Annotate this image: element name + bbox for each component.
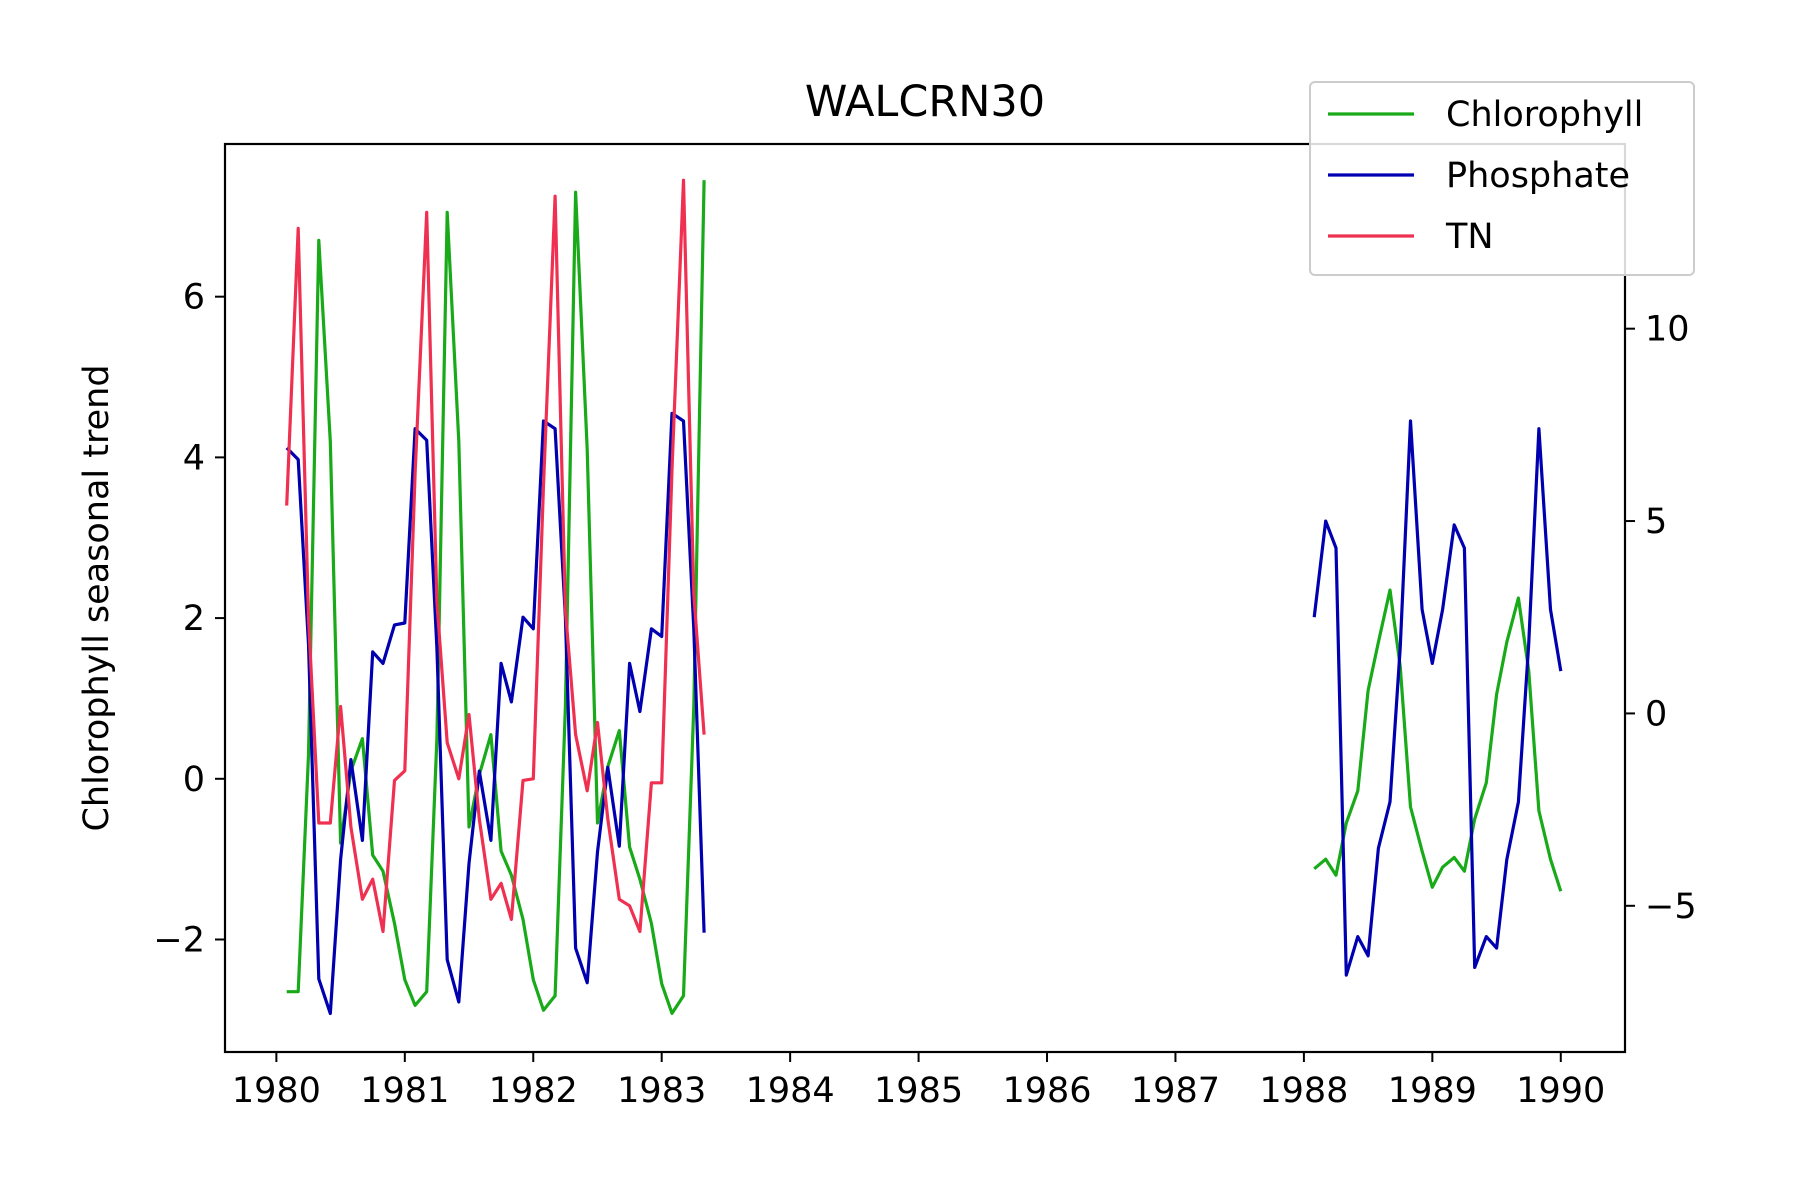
y-left-tick-label: −2 bbox=[153, 921, 205, 961]
series-line-tn-segment-1 bbox=[285, 178, 706, 934]
x-tick-label: 1986 bbox=[1002, 1071, 1091, 1111]
y-left-tick-label: 2 bbox=[183, 599, 205, 639]
x-tick-label: 1990 bbox=[1516, 1071, 1605, 1111]
y-right-tick-label: 10 bbox=[1645, 310, 1690, 350]
x-tick-label: 1983 bbox=[617, 1071, 706, 1111]
legend-box bbox=[1309, 81, 1695, 276]
series-line-phosphate-segment-1 bbox=[285, 411, 706, 1016]
y-axis-left: −2 0 2 4 6 bbox=[153, 278, 225, 961]
x-tick-label: 1980 bbox=[232, 1071, 321, 1111]
x-tick-label: 1989 bbox=[1388, 1071, 1477, 1111]
y-right-tick-label: 0 bbox=[1645, 694, 1667, 734]
series-layer bbox=[285, 178, 1563, 1016]
y-left-tick-label: 4 bbox=[183, 438, 205, 478]
x-tick-label: 1988 bbox=[1259, 1071, 1348, 1111]
y-left-tick-label: 6 bbox=[183, 278, 205, 318]
x-tick-label: 1987 bbox=[1131, 1071, 1220, 1111]
x-tick-label: 1985 bbox=[874, 1071, 963, 1111]
y-right-tick-label: 5 bbox=[1645, 502, 1667, 542]
y-axis-right: −5 0 5 10 bbox=[1625, 310, 1697, 927]
plot-frame bbox=[223, 142, 1627, 1054]
series-line-chlorophyll-segment-2 bbox=[1313, 588, 1563, 892]
legend-label-chlorophyll: Chlorophyll bbox=[1446, 95, 1643, 135]
series-line-phosphate-segment-2 bbox=[1312, 419, 1563, 977]
x-axis: 1980 1981 1982 1983 1984 1985 1986 1987 1988 1989… bbox=[232, 1052, 1605, 1111]
legend-label-phosphate: Phosphate bbox=[1446, 156, 1630, 196]
y-left-tick-label: 0 bbox=[183, 760, 205, 800]
legend: Chlorophyll Phosphate TN bbox=[1309, 81, 1695, 276]
x-tick-label: 1981 bbox=[360, 1071, 449, 1111]
y-axis-label: Chlorophyll seasonal trend bbox=[77, 364, 117, 831]
y-right-tick-label: −5 bbox=[1645, 887, 1697, 927]
chart-title: WALCRN30 bbox=[805, 77, 1045, 127]
legend-label-tn: TN bbox=[1445, 217, 1494, 257]
x-tick-label: 1982 bbox=[489, 1071, 578, 1111]
series-line-chlorophyll-segment-1 bbox=[286, 180, 706, 1016]
x-tick-label: 1984 bbox=[746, 1071, 835, 1111]
